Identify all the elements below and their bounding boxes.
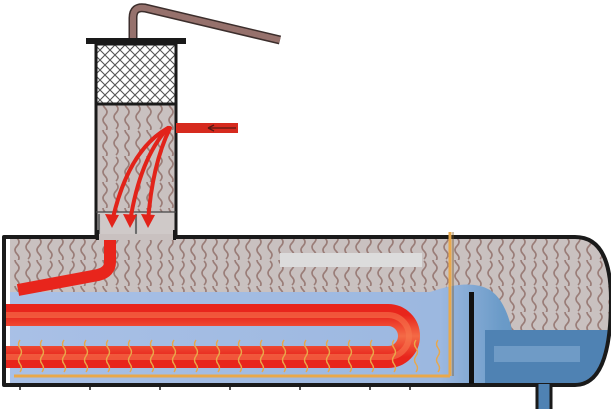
heat-wave	[149, 339, 155, 373]
heat-wave	[39, 339, 45, 373]
heat-wave	[61, 339, 67, 373]
heat-wave	[237, 339, 243, 373]
packing-particle	[97, 219, 101, 223]
heat-wave	[127, 339, 133, 373]
packing-particle	[134, 225, 138, 229]
heat-wave	[413, 339, 419, 373]
column-flange	[86, 38, 186, 44]
feed-inlet	[176, 123, 238, 133]
heating-coil	[17, 339, 441, 373]
packing-particle	[134, 218, 138, 222]
overflow-weir	[469, 292, 474, 384]
separator-column	[96, 44, 176, 237]
packing-particle	[97, 215, 101, 219]
support-ticks	[19, 385, 411, 390]
packing-particle	[97, 222, 101, 226]
heat-wave	[17, 339, 23, 373]
heat-wave	[259, 339, 265, 373]
packing-particle	[134, 220, 138, 224]
heat-wave	[215, 339, 221, 373]
packing-particle	[134, 230, 138, 234]
packing-particle	[97, 224, 101, 228]
heat-wave	[193, 339, 199, 373]
flow-arrows	[110, 126, 172, 224]
vessel-inlet-pipe	[16, 240, 116, 296]
packing-particle	[134, 223, 138, 227]
heat-wave	[435, 339, 441, 373]
heat-wave	[325, 339, 331, 373]
heat-wave	[347, 339, 353, 373]
heat-wave	[391, 339, 397, 373]
flow-arrowheads	[105, 214, 155, 228]
heat-wave	[281, 339, 287, 373]
heat-wave	[83, 339, 89, 373]
lower-right-label-box	[494, 346, 580, 362]
arrow-left-icon	[207, 124, 236, 132]
heat-wave	[105, 339, 111, 373]
heat-wave	[303, 339, 309, 373]
heat-wave	[369, 339, 375, 373]
packing-particle	[134, 228, 138, 232]
drain-nozzle	[535, 384, 553, 409]
packing-particle	[97, 217, 101, 221]
upper-label-box	[280, 253, 422, 267]
heat-wave	[171, 339, 177, 373]
packing-particle	[97, 213, 101, 217]
packing-particle	[97, 226, 101, 230]
